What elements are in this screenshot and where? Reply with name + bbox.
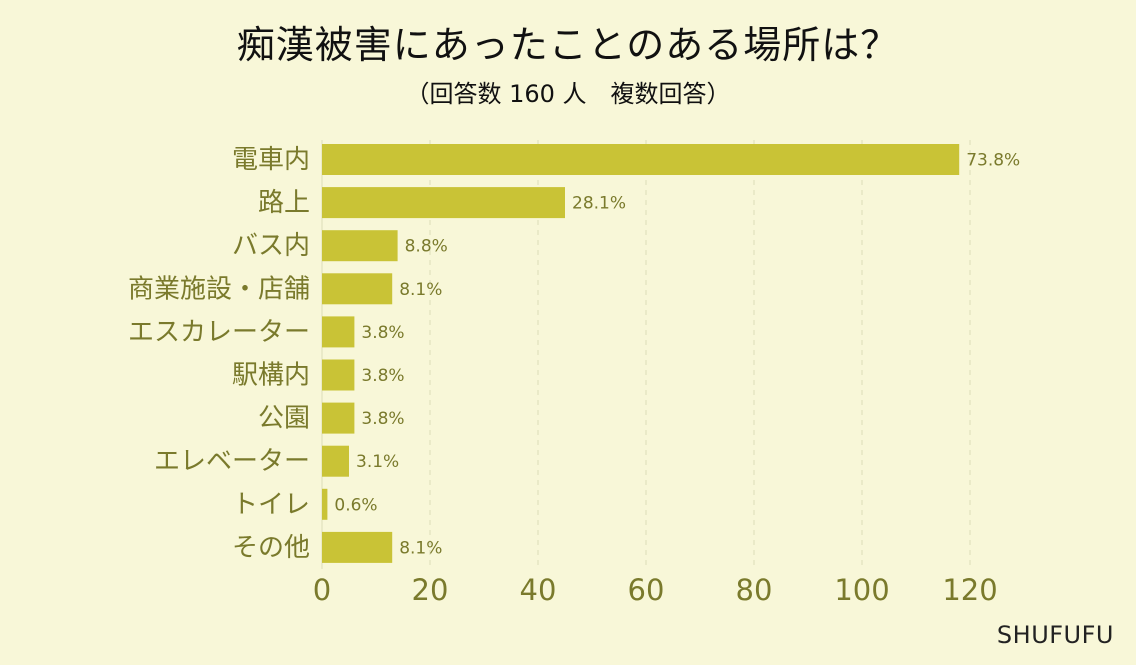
x-tick-labels: 0 20 40 60 80 100 120 <box>313 573 998 607</box>
category-label: 商業施設・店舗 <box>128 274 310 304</box>
data-label: 8.1% <box>399 280 442 300</box>
bar <box>322 273 393 305</box>
data-label: 3.8% <box>361 366 404 386</box>
bars <box>322 144 960 563</box>
x-tick-label: 20 <box>412 573 449 607</box>
data-label: 8.1% <box>399 538 442 558</box>
value-labels: 73.8% 28.1% 8.8% 8.1% 3.8% 3.8% 3.8% 3.1% 0.6% 8.… <box>334 151 1020 559</box>
x-tick-label: 100 <box>834 573 889 607</box>
bar <box>322 316 355 348</box>
data-label: 0.6% <box>334 495 377 515</box>
bar <box>322 445 349 477</box>
x-tick-label: 120 <box>942 573 997 607</box>
x-tick-label: 80 <box>736 573 773 607</box>
category-label: エスカレーター <box>128 317 310 347</box>
data-label: 3.8% <box>361 409 404 429</box>
x-tick-label: 40 <box>520 573 557 607</box>
bar <box>322 531 393 563</box>
data-label: 8.8% <box>405 237 448 257</box>
bar <box>322 187 565 219</box>
category-label: 路上 <box>258 188 310 218</box>
data-label: 73.8% <box>966 151 1020 171</box>
chart-subtitle: （回答数 160 人 複数回答） <box>405 80 731 108</box>
data-label: 3.8% <box>361 323 404 343</box>
data-label: 3.1% <box>356 452 399 472</box>
brand-logo-text: SHUFUFU <box>996 621 1114 649</box>
chart-title: 痴漢被害にあったことのある場所は？ <box>236 23 900 67</box>
bar <box>322 144 960 175</box>
category-label: エレベーター <box>154 447 310 477</box>
x-tick-label: 60 <box>628 573 665 607</box>
bar <box>322 488 328 520</box>
category-label: トイレ <box>232 490 310 520</box>
category-label: 公園 <box>258 404 310 434</box>
bar <box>322 402 355 434</box>
category-label: 駅構内 <box>232 361 310 391</box>
category-label: バス内 <box>232 231 310 261</box>
category-label: その他 <box>232 533 310 563</box>
data-label: 28.1% <box>572 194 626 214</box>
bar <box>322 359 355 391</box>
x-tick-label: 0 <box>313 573 331 607</box>
bar <box>322 230 398 262</box>
category-label: 電車内 <box>232 145 310 175</box>
